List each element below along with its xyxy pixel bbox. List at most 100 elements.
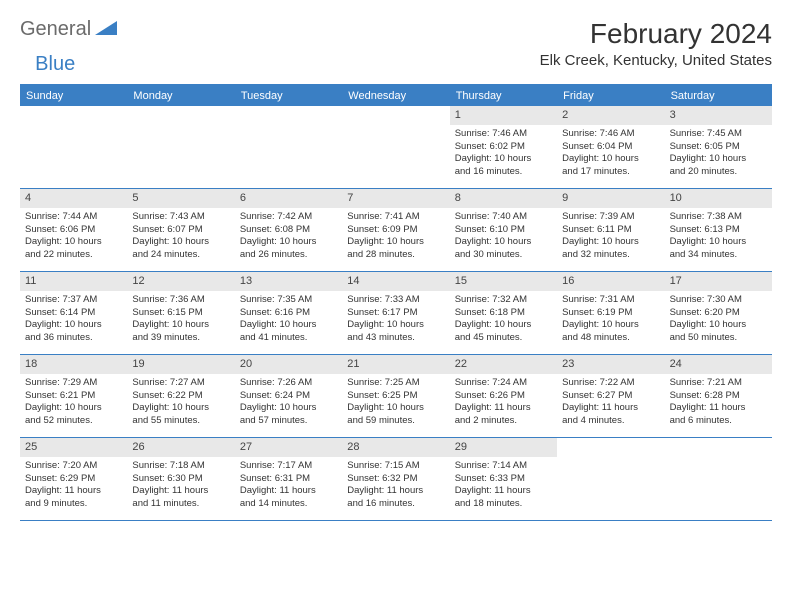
day-text-line: Sunset: 6:32 PM [347, 473, 444, 486]
day-text-line: Sunrise: 7:43 AM [132, 211, 229, 224]
day-text-line: Daylight: 10 hours [562, 319, 659, 332]
day-text-line: Sunrise: 7:32 AM [455, 294, 552, 307]
day-text-line: Sunset: 6:07 PM [132, 224, 229, 237]
day-cell: 22Sunrise: 7:24 AMSunset: 6:26 PMDayligh… [450, 355, 557, 437]
day-text-line: Sunrise: 7:25 AM [347, 377, 444, 390]
day-header: Wednesday [342, 86, 449, 106]
title-block: February 2024 Elk Creek, Kentucky, Unite… [540, 18, 772, 69]
day-cell: 29Sunrise: 7:14 AMSunset: 6:33 PMDayligh… [450, 438, 557, 520]
day-cell [235, 106, 342, 188]
day-text-line: Sunrise: 7:44 AM [25, 211, 122, 224]
day-cell: 26Sunrise: 7:18 AMSunset: 6:30 PMDayligh… [127, 438, 234, 520]
day-text-line: and 20 minutes. [670, 166, 767, 179]
day-text-line: and 30 minutes. [455, 249, 552, 262]
day-content: Sunrise: 7:21 AMSunset: 6:28 PMDaylight:… [665, 374, 772, 433]
day-content: Sunrise: 7:37 AMSunset: 6:14 PMDaylight:… [20, 291, 127, 350]
day-cell: 20Sunrise: 7:26 AMSunset: 6:24 PMDayligh… [235, 355, 342, 437]
day-text-line: Sunrise: 7:31 AM [562, 294, 659, 307]
day-content: Sunrise: 7:39 AMSunset: 6:11 PMDaylight:… [557, 208, 664, 267]
day-text-line: Sunrise: 7:41 AM [347, 211, 444, 224]
day-text-line: Sunrise: 7:42 AM [240, 211, 337, 224]
day-text-line: Daylight: 10 hours [25, 402, 122, 415]
day-text-line: Sunset: 6:18 PM [455, 307, 552, 320]
day-number: 5 [127, 189, 234, 208]
day-number: 19 [127, 355, 234, 374]
day-text-line: Sunrise: 7:29 AM [25, 377, 122, 390]
day-text-line: Sunrise: 7:33 AM [347, 294, 444, 307]
day-text-line: Daylight: 10 hours [455, 319, 552, 332]
day-text-line: Daylight: 11 hours [132, 485, 229, 498]
day-content: Sunrise: 7:33 AMSunset: 6:17 PMDaylight:… [342, 291, 449, 350]
day-cell: 5 Sunrise: 7:43 AMSunset: 6:07 PMDaylight… [127, 189, 234, 271]
day-number: 14 [342, 272, 449, 291]
day-cell: 3Sunrise: 7:45 AMSunset: 6:05 PMDaylight… [665, 106, 772, 188]
day-text-line: Daylight: 11 hours [25, 485, 122, 498]
day-number: 6 [235, 189, 342, 208]
day-content: Sunrise: 7:42 AMSunset: 6:08 PMDaylight:… [235, 208, 342, 267]
day-number: 21 [342, 355, 449, 374]
day-text-line: Daylight: 10 hours [132, 402, 229, 415]
location: Elk Creek, Kentucky, United States [540, 52, 772, 69]
day-text-line: Sunrise: 7:46 AM [562, 128, 659, 141]
day-content: Sunrise: 7:40 AMSunset: 6:10 PMDaylight:… [450, 208, 557, 267]
day-text-line: Daylight: 10 hours [670, 319, 767, 332]
day-text-line: Sunset: 6:14 PM [25, 307, 122, 320]
day-text-line: Sunrise: 7:35 AM [240, 294, 337, 307]
day-content: Sunrise: 7:29 AMSunset: 6:21 PMDaylight:… [20, 374, 127, 433]
day-text-line: Sunrise: 7:24 AM [455, 377, 552, 390]
day-text-line: Sunrise: 7:40 AM [455, 211, 552, 224]
day-text-line: Sunset: 6:33 PM [455, 473, 552, 486]
day-content: Sunrise: 7:44 AMSunset: 6:06 PMDaylight:… [20, 208, 127, 267]
day-text-line: and 18 minutes. [455, 498, 552, 511]
day-text-line: Sunset: 6:15 PM [132, 307, 229, 320]
day-text-line: and 24 minutes. [132, 249, 229, 262]
day-cell: 25Sunrise: 7:20 AMSunset: 6:29 PMDayligh… [20, 438, 127, 520]
day-cell: 12Sunrise: 7:36 AMSunset: 6:15 PMDayligh… [127, 272, 234, 354]
week-row: 18Sunrise: 7:29 AMSunset: 6:21 PMDayligh… [20, 355, 772, 438]
day-number: 29 [450, 438, 557, 457]
week-row: 1Sunrise: 7:46 AMSunset: 6:02 PMDaylight… [20, 106, 772, 189]
week-row: 4Sunrise: 7:44 AMSunset: 6:06 PMDaylight… [20, 189, 772, 272]
day-text-line: Daylight: 10 hours [347, 319, 444, 332]
day-text-line: and 59 minutes. [347, 415, 444, 428]
day-cell: 19Sunrise: 7:27 AMSunset: 6:22 PMDayligh… [127, 355, 234, 437]
day-number: 26 [127, 438, 234, 457]
day-cell: 13Sunrise: 7:35 AMSunset: 6:16 PMDayligh… [235, 272, 342, 354]
day-text-line: Sunrise: 7:36 AM [132, 294, 229, 307]
day-cell: 1Sunrise: 7:46 AMSunset: 6:02 PMDaylight… [450, 106, 557, 188]
day-cell: 14Sunrise: 7:33 AMSunset: 6:17 PMDayligh… [342, 272, 449, 354]
day-number: 16 [557, 272, 664, 291]
week-row: 25Sunrise: 7:20 AMSunset: 6:29 PMDayligh… [20, 438, 772, 521]
day-cell [20, 106, 127, 188]
day-content: Sunrise: 7:35 AMSunset: 6:16 PMDaylight:… [235, 291, 342, 350]
day-text-line: Daylight: 10 hours [347, 236, 444, 249]
day-cell: 9Sunrise: 7:39 AMSunset: 6:11 PMDaylight… [557, 189, 664, 271]
day-text-line: and 6 minutes. [670, 415, 767, 428]
day-text-line: Sunrise: 7:14 AM [455, 460, 552, 473]
day-number: 8 [450, 189, 557, 208]
day-text-line: Sunset: 6:08 PM [240, 224, 337, 237]
day-content: Sunrise: 7:30 AMSunset: 6:20 PMDaylight:… [665, 291, 772, 350]
day-text-line: and 11 minutes. [132, 498, 229, 511]
day-number: 13 [235, 272, 342, 291]
day-text-line: Daylight: 10 hours [132, 319, 229, 332]
day-text-line: Sunrise: 7:27 AM [132, 377, 229, 390]
day-text-line: and 55 minutes. [132, 415, 229, 428]
day-text-line: Daylight: 10 hours [670, 153, 767, 166]
day-text-line: and 43 minutes. [347, 332, 444, 345]
day-number: 2 [557, 106, 664, 125]
day-text-line: Daylight: 10 hours [455, 153, 552, 166]
day-text-line: Sunrise: 7:37 AM [25, 294, 122, 307]
day-number: 24 [665, 355, 772, 374]
day-number: 4 [20, 189, 127, 208]
day-number: 17 [665, 272, 772, 291]
day-header: Sunday [20, 86, 127, 106]
day-number: 25 [20, 438, 127, 457]
day-text-line: and 50 minutes. [670, 332, 767, 345]
day-text-line: Sunrise: 7:21 AM [670, 377, 767, 390]
day-header-row: SundayMondayTuesdayWednesdayThursdayFrid… [20, 86, 772, 106]
day-number [127, 106, 234, 125]
day-cell: 2Sunrise: 7:46 AMSunset: 6:04 PMDaylight… [557, 106, 664, 188]
day-text-line: Daylight: 10 hours [132, 236, 229, 249]
day-text-line: Sunset: 6:27 PM [562, 390, 659, 403]
